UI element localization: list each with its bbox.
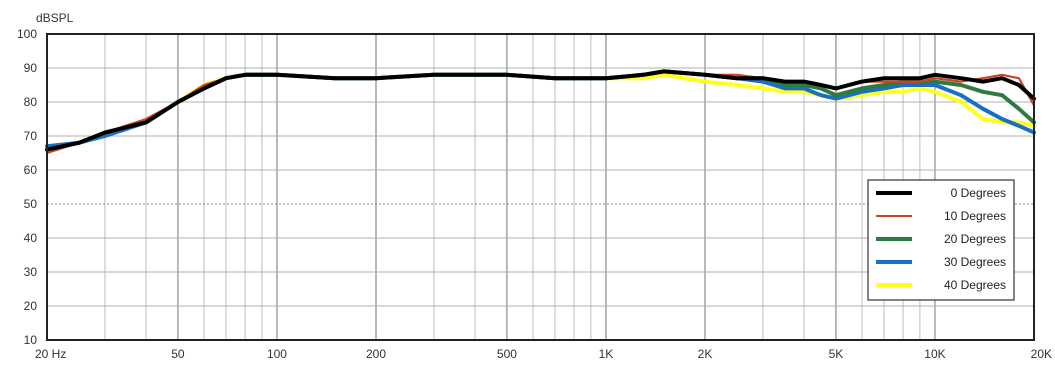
- legend-label: 0 Degrees: [951, 186, 1006, 200]
- legend-label: 40 Degrees: [944, 278, 1006, 292]
- y-tick-label: 80: [24, 95, 38, 109]
- plot-frame: [46, 33, 1035, 341]
- x-tick-label: 10K: [924, 347, 945, 361]
- series-line-3: [45, 69, 1036, 152]
- x-tick-labels: 20 Hz 50 100 200 500 1K 2K 5K 10K 20K: [35, 347, 1052, 361]
- x-tick-label: 100: [267, 347, 287, 361]
- y-tick-label: 90: [24, 61, 38, 75]
- plot-series: [45, 69, 1036, 155]
- x-tick-label: 20K: [1031, 347, 1052, 361]
- x-tick-label: 200: [366, 347, 386, 361]
- y-tick-label: 60: [24, 163, 38, 177]
- y-axis-label: dBSPL: [36, 11, 74, 25]
- x-tick-label: 20 Hz: [35, 347, 66, 361]
- x-tick-label: 5K: [829, 347, 844, 361]
- y-tick-labels: 10 20 30 40 50 60 70 80 90 100: [17, 27, 37, 347]
- legend-items: 0 Degrees 10 Degrees 20 Degrees 30 Degrees 4…: [876, 186, 1006, 292]
- x-tick-label: 50: [171, 347, 185, 361]
- y-tick-label: 20: [24, 299, 38, 313]
- x-tick-label: 1K: [599, 347, 614, 361]
- legend-label: 20 Degrees: [944, 232, 1006, 246]
- legend-label: 10 Degrees: [944, 209, 1006, 223]
- y-tick-label: 70: [24, 129, 38, 143]
- legend-label: 30 Degrees: [944, 255, 1006, 269]
- y-tick-label: 10: [24, 333, 38, 347]
- legend: 0 Degrees 10 Degrees 20 Degrees 30 Degrees 4…: [867, 179, 1015, 301]
- y-tick-label: 100: [17, 27, 37, 41]
- x-tick-label: 2K: [698, 347, 713, 361]
- x-tick-label: 500: [497, 347, 517, 361]
- y-tick-label: 40: [24, 231, 38, 245]
- y-tick-label: 30: [24, 265, 38, 279]
- series-line-1: [45, 69, 1036, 152]
- y-tick-label: 50: [24, 197, 38, 211]
